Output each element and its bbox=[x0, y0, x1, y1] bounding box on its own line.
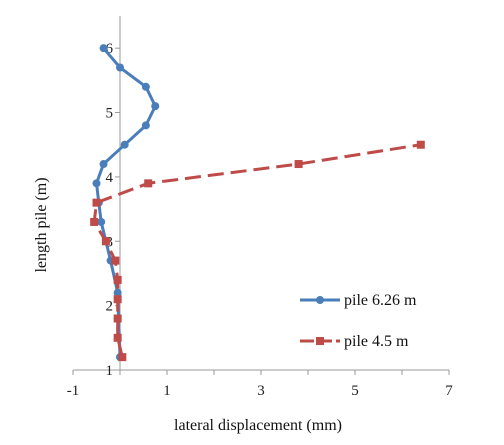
legend-marker bbox=[316, 337, 324, 345]
legend-item-2: pile 4.5 m bbox=[300, 333, 409, 350]
data-point bbox=[141, 82, 150, 91]
series-1 bbox=[92, 44, 160, 362]
y-tick-label: 6 bbox=[106, 41, 114, 57]
x-tick-label: 5 bbox=[351, 383, 359, 399]
data-point bbox=[116, 63, 124, 72]
y-tick-label: 2 bbox=[106, 299, 114, 315]
data-point bbox=[113, 333, 122, 342]
data-point bbox=[151, 102, 160, 111]
legend-item-1: pile 6.26 m bbox=[300, 292, 417, 309]
data-point bbox=[101, 237, 110, 246]
data-point bbox=[120, 140, 129, 149]
data-point bbox=[113, 288, 122, 297]
data-point bbox=[92, 179, 101, 188]
x-tick-label: -1 bbox=[67, 383, 80, 399]
legend-label: pile 4.5 m bbox=[344, 333, 409, 350]
data-point bbox=[99, 44, 108, 53]
data-point bbox=[118, 353, 127, 362]
x-axis-label: lateral displacement (mm) bbox=[174, 417, 342, 434]
data-point bbox=[92, 198, 101, 207]
data-point bbox=[99, 160, 108, 169]
x-tick-label: 7 bbox=[445, 383, 453, 399]
series-layer bbox=[90, 44, 425, 362]
y-tick-label: 4 bbox=[106, 170, 114, 186]
legend-label: pile 6.26 m bbox=[344, 292, 417, 309]
data-point bbox=[113, 314, 122, 323]
data-point bbox=[111, 256, 120, 265]
y-axis-label: length pile (m) bbox=[33, 177, 50, 272]
data-point bbox=[144, 179, 153, 188]
legend: pile 6.26 m pile 4.5 m bbox=[300, 292, 417, 350]
data-point bbox=[294, 160, 303, 169]
legend-marker bbox=[316, 296, 324, 304]
y-tick-label: 5 bbox=[106, 106, 114, 122]
data-point bbox=[416, 140, 425, 149]
x-tick-label: 1 bbox=[163, 383, 171, 399]
series-line bbox=[92, 143, 422, 358]
series-2 bbox=[90, 140, 425, 362]
x-tick-label: 3 bbox=[257, 383, 265, 399]
data-point bbox=[141, 121, 150, 130]
y-tick-label: 1 bbox=[106, 363, 114, 379]
data-point bbox=[90, 217, 99, 226]
data-point bbox=[113, 275, 122, 284]
data-point bbox=[113, 295, 122, 304]
data-point bbox=[97, 217, 106, 226]
